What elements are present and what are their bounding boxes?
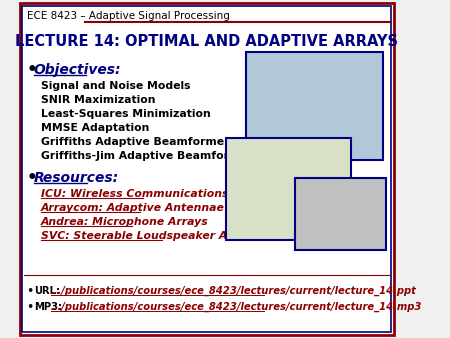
Text: Objectives:: Objectives:: [34, 63, 122, 77]
Text: Andrea: Microphone Arrays: Andrea: Microphone Arrays: [40, 217, 208, 227]
Text: .../publications/courses/ece_8423/lectures/current/lecture_14.ppt: .../publications/courses/ece_8423/lectur…: [51, 286, 417, 296]
Text: Griffiths-Jim Adaptive Beamformer: Griffiths-Jim Adaptive Beamformer: [40, 151, 253, 161]
Text: MP3:: MP3:: [34, 302, 62, 312]
Text: Signal and Noise Models: Signal and Noise Models: [40, 81, 190, 91]
Text: Least-Squares Minimization: Least-Squares Minimization: [40, 109, 211, 119]
Text: Resources:: Resources:: [34, 171, 119, 185]
Text: •: •: [27, 300, 34, 314]
Bar: [226, 138, 351, 240]
Text: ECE 8423 – Adaptive Signal Processing: ECE 8423 – Adaptive Signal Processing: [27, 11, 230, 21]
Text: Arraycom: Adaptive Antennae: Arraycom: Adaptive Antennae: [40, 203, 225, 213]
Text: •: •: [27, 61, 37, 79]
Text: ICU: Wireless Communications: ICU: Wireless Communications: [40, 189, 228, 199]
Text: •: •: [27, 285, 34, 297]
Text: SVC: Steerable Loudspeaker Arrays: SVC: Steerable Loudspeaker Arrays: [40, 231, 258, 241]
Text: .../publications/courses/ece_8423/lectures/current/lecture_14.mp3: .../publications/courses/ece_8423/lectur…: [51, 302, 422, 312]
Text: Griffiths Adaptive Beamformer: Griffiths Adaptive Beamformer: [40, 137, 229, 147]
Text: URL:: URL:: [34, 286, 60, 296]
Text: •: •: [27, 169, 37, 187]
Text: LECTURE 14: OPTIMAL AND ADAPTIVE ARRAYS: LECTURE 14: OPTIMAL AND ADAPTIVE ARRAYS: [15, 33, 398, 48]
Text: MMSE Adaptation: MMSE Adaptation: [40, 123, 149, 133]
Bar: [295, 178, 386, 250]
Text: SNIR Maximization: SNIR Maximization: [40, 95, 155, 105]
Bar: [246, 52, 383, 160]
